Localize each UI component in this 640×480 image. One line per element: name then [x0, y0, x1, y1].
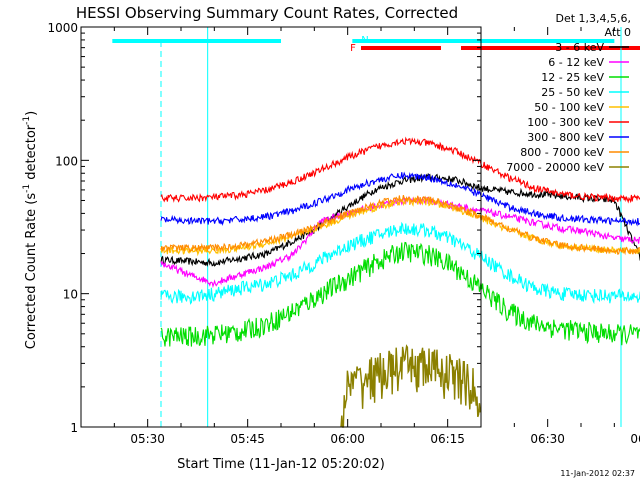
legend-header-line2: Att 0	[605, 26, 631, 39]
y-tick-label: 10	[63, 288, 78, 302]
series-line	[160, 136, 640, 204]
legend-entry-label: 6 - 12 keV	[548, 56, 604, 69]
y-tick-label: 100	[55, 154, 78, 168]
y-axis-label-sup1: -1	[22, 184, 32, 193]
series-line	[160, 241, 640, 347]
series-line	[160, 171, 640, 227]
y-tick-label: 1000	[47, 21, 78, 35]
legend: Det 1,3,4,5,6, Att 0 3 - 6 keV 6 - 12 keV…	[506, 12, 631, 174]
legend-entry-label: 12 - 25 keV	[541, 71, 604, 84]
series-line	[160, 196, 640, 257]
x-tick-label: 06:15	[430, 432, 465, 446]
y-axis-label: Corrected Count Rate (s-1 detector-1)	[22, 111, 39, 349]
legend-entry-label: 800 - 7000 keV	[520, 146, 604, 159]
x-tick-label: 06:30	[530, 432, 565, 446]
x-tick-label: 05:45	[230, 432, 265, 446]
legend-entry-label: 7000 - 20000 keV	[506, 161, 604, 174]
y-axis: 1 10 100 1000	[47, 21, 481, 435]
y-axis-label-part3: )	[24, 111, 39, 116]
series-line	[160, 172, 640, 267]
x-tick-label: 06:45	[630, 432, 640, 446]
legend-entry-label: 100 - 300 keV	[527, 116, 604, 129]
x-tick-label: 05:30	[130, 432, 165, 446]
flag-label-n: N	[361, 35, 368, 46]
series-line	[340, 344, 481, 428]
legend-entry-label: 300 - 800 keV	[527, 131, 604, 144]
y-tick-label: 1	[70, 421, 78, 435]
series-line	[160, 194, 640, 256]
series-line	[160, 195, 640, 288]
legend-header-line1: Det 1,3,4,5,6,	[555, 12, 631, 25]
chart-title: HESSI Observing Summary Count Rates, Cor…	[76, 4, 458, 22]
plot-area: FN	[112, 27, 640, 428]
legend-entry-label: 25 - 50 keV	[541, 86, 604, 99]
flag-label-f: F	[350, 43, 356, 54]
series-line	[160, 221, 640, 305]
y-axis-label-part1: Corrected Count Rate (s	[24, 193, 39, 350]
x-tick-label: 06:00	[330, 432, 365, 446]
legend-entry-label: 50 - 100 keV	[534, 101, 604, 114]
x-axis-label: Start Time (11-Jan-12 05:20:02)	[177, 457, 385, 472]
legend-entry-label: 3 - 6 keV	[555, 41, 604, 54]
footer-timestamp: 11-Jan-2012 02:37	[560, 469, 635, 478]
y-axis-label-part2: detector	[24, 124, 39, 184]
y-axis-label-sup2: -1	[22, 116, 32, 125]
